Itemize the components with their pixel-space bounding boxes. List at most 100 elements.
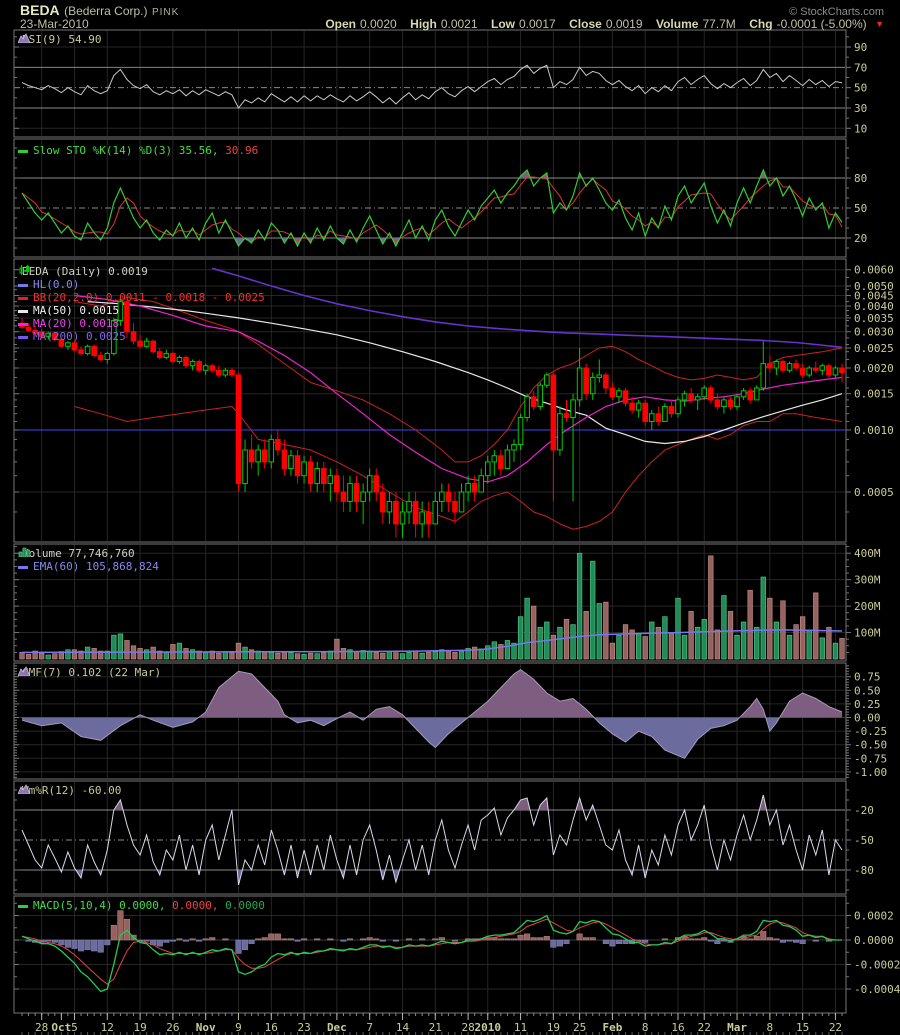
svg-text:-0.25: -0.25 [854,725,887,738]
macd-panel [13,895,847,1014]
chart-date: 23-Mar-2010 [20,17,89,31]
svg-text:200M: 200M [854,600,881,613]
svg-text:7: 7 [366,1021,373,1034]
svg-text:14: 14 [396,1021,410,1034]
svg-text:Nov: Nov [196,1021,216,1034]
svg-text:100M: 100M [854,627,881,640]
svg-text:-1.00: -1.00 [854,766,887,779]
company-name: (Bederra Corp.) [64,4,148,18]
high-label: High [410,17,437,31]
sto-k-value: 35.56, [178,144,219,157]
svg-text:-0.0002: -0.0002 [854,959,900,972]
wmr-legend: Wm%R(12) -60.00 [18,784,121,797]
svg-text:5: 5 [71,1021,78,1034]
price-panel [13,258,847,543]
sto-d-value: 30.96 [225,144,259,157]
price-title: BEDA (Daily) 0.0019 [22,265,148,278]
svg-text:0.0005: 0.0005 [854,486,894,499]
svg-text:0.0040: 0.0040 [854,300,894,313]
svg-text:-20: -20 [854,804,874,817]
svg-text:0.0010: 0.0010 [854,424,894,437]
ma50-legend: MA(50) 0.0015 [33,304,120,317]
svg-text:400M: 400M [854,547,881,560]
header-row-2: 23-Mar-2010 Open 0.0020 High 0.0021 Low 0.0… [0,15,900,31]
chg-value: -0.0001 (-5.00%) [776,17,867,31]
svg-text:16: 16 [671,1021,684,1034]
line-swatch-icon [18,309,28,313]
svg-text:70: 70 [854,61,867,74]
svg-text:19: 19 [547,1021,560,1034]
chg-label: Chg [749,17,773,31]
volume-legend-label: Volume 77,746,760 [22,547,135,560]
svg-text:-0.75: -0.75 [854,752,887,765]
header-row-1: BEDA (Bederra Corp.) PINK © StockCharts.… [0,2,900,18]
line-swatch-icon [18,283,28,287]
volume-panel [13,543,847,662]
close-value: 0.0019 [605,17,643,31]
svg-text:21: 21 [429,1021,442,1034]
line-swatch-icon [18,335,28,339]
svg-text:0.50: 0.50 [854,684,881,697]
svg-text:23: 23 [297,1021,310,1034]
svg-text:Mar: Mar [727,1021,747,1034]
svg-text:-50: -50 [854,834,874,847]
svg-text:0.0045: 0.0045 [854,289,894,302]
cmf-legend-label: CMF(7) 0.102 (22 Mar) [22,666,162,679]
svg-text:22: 22 [698,1021,711,1034]
low-label: Low [490,17,515,31]
symbol: BEDA [20,2,60,18]
macd-legend: MACD(5,10,4) 0.0000, 0.0000, 0.0000 [18,899,265,912]
macd-value-3: 0.0000 [225,899,265,912]
svg-text:8: 8 [642,1021,649,1034]
high-value: 0.0021 [440,17,478,31]
svg-text:11: 11 [514,1021,527,1034]
exchange: PINK [151,7,180,18]
svg-text:0.25: 0.25 [854,698,881,711]
svg-text:0.0015: 0.0015 [854,388,894,401]
svg-text:80: 80 [854,172,867,185]
svg-text:50: 50 [854,202,867,215]
svg-text:0.0025: 0.0025 [854,342,894,355]
svg-text:8: 8 [767,1021,774,1034]
svg-text:Dec: Dec [327,1021,347,1034]
svg-text:30: 30 [854,102,867,115]
sto-legend-label: Slow STO %K(14) %D(3) [33,144,173,157]
macd-legend-label: MACD(5,10,4) [33,899,113,912]
svg-text:0.0050: 0.0050 [854,280,894,293]
ma20-legend: MA(20) 0.0018 [33,317,120,330]
line-swatch-icon [18,322,28,326]
svg-text:-0.50: -0.50 [854,739,887,752]
svg-text:Feb: Feb [602,1021,622,1034]
svg-text:28: 28 [35,1021,48,1034]
svg-text:-0.0004: -0.0004 [854,983,900,996]
macd-value-2: 0.0000, [172,899,219,912]
volume-legend: Volume 77,746,760 EMA(60) 105,868,824 [18,547,159,573]
price-legend: BEDA (Daily) 0.0019 HL(0.0) BB(20,2.0) 0… [18,265,265,343]
svg-text:-80: -80 [854,864,874,877]
cmf-legend: CMF(7) 0.102 (22 Mar) [18,666,161,679]
quote-strip: Open 0.0020 High 0.0021 Low 0.0017 Close 0.0… [316,15,884,33]
svg-text:0.75: 0.75 [854,671,881,684]
svg-text:50: 50 [854,82,867,95]
svg-text:0.00: 0.00 [854,712,881,725]
copyright: © StockCharts.com [789,6,884,18]
svg-text:15: 15 [796,1021,809,1034]
open-value: 0.0020 [360,17,397,31]
line-swatch-icon [18,565,28,569]
svg-text:19: 19 [133,1021,146,1034]
svg-text:28: 28 [461,1021,474,1034]
svg-text:10: 10 [854,122,867,135]
sto-legend: Slow STO %K(14) %D(3) 35.56, 30.96 [18,144,258,157]
svg-text:0.0035: 0.0035 [854,312,894,325]
svg-text:90: 90 [854,41,867,54]
svg-text:20: 20 [854,232,867,245]
svg-text:0.0060: 0.0060 [854,264,894,277]
macd-value-1: 0.0000, [119,899,166,912]
close-label: Close [569,17,602,31]
volume-label: Volume [655,17,699,31]
svg-text:0.0030: 0.0030 [854,326,894,339]
line-swatch-icon [18,149,28,153]
hl-legend: HL(0.0) [33,278,80,291]
ema-legend: EMA(60) 105,868,824 [33,560,159,573]
svg-text:12: 12 [101,1021,114,1034]
